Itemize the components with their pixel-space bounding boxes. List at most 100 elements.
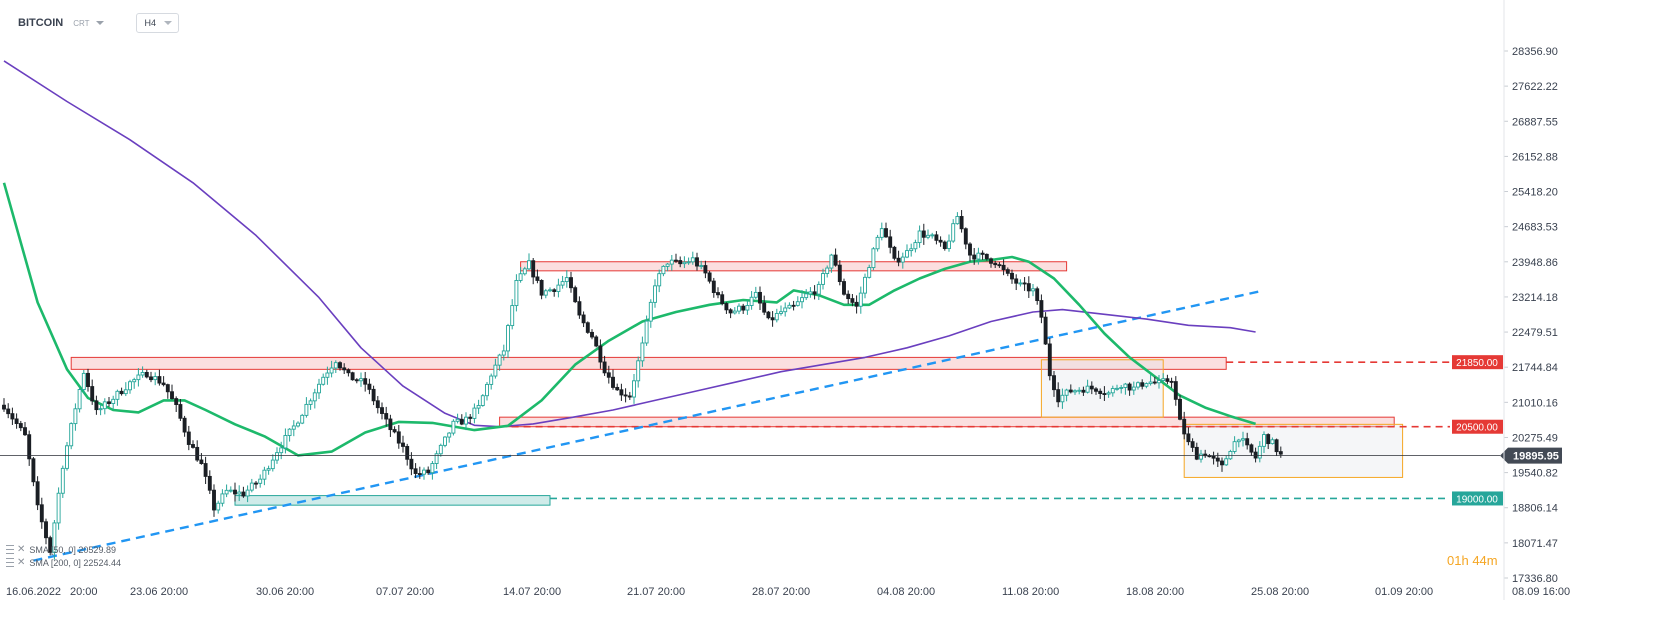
candle-body (359, 378, 363, 382)
candle-body (573, 287, 578, 303)
candle-body (955, 216, 960, 225)
candle-body (716, 292, 720, 296)
candle-body (1152, 381, 1157, 384)
chevron-down-icon (164, 21, 173, 25)
candle-body (216, 502, 221, 511)
candle-body (199, 459, 204, 465)
candle-body (279, 447, 284, 454)
candle-body (350, 372, 355, 381)
candle-body (380, 407, 384, 414)
candle-body (1169, 380, 1174, 383)
chevron-down-icon[interactable] (95, 21, 104, 25)
y-tick-label: 21010.16 (1512, 397, 1558, 409)
candle-body (1056, 389, 1061, 403)
timeframe-select[interactable]: H4 (135, 13, 180, 33)
x-tick-label: 08.09 16:00 (1512, 586, 1570, 598)
candle-body (800, 297, 804, 303)
menu-icon[interactable] (6, 545, 14, 554)
candle-body (52, 522, 57, 553)
candle-body (1035, 288, 1040, 302)
candle-body (674, 259, 678, 262)
candle-body (1039, 300, 1044, 318)
candle-body (615, 386, 620, 391)
candle-body (1089, 385, 1094, 390)
candle-body (107, 401, 111, 404)
candle-body (585, 322, 590, 333)
candle-body (1253, 451, 1258, 459)
candle-body (1165, 378, 1170, 382)
candle-body (438, 444, 443, 455)
legend-sma-50[interactable]: ✕ SMA [50, 0] 20529.89 (6, 544, 116, 555)
candle-body (102, 401, 107, 410)
candle-body (858, 292, 863, 307)
level-label-bg (1452, 355, 1503, 370)
sma-200-line (3, 60, 1256, 428)
candle-body (401, 442, 405, 447)
candle-body (317, 383, 321, 394)
candle-body (917, 230, 922, 244)
menu-icon[interactable] (6, 558, 14, 567)
candle-body (254, 482, 258, 485)
legend-sma-200[interactable]: ✕ SMA [200, 0] 22524.44 (6, 557, 121, 568)
legend-sma-50-label: SMA [50, 0] 20529.89 (29, 544, 116, 555)
candle-body (430, 463, 435, 474)
candle-body (611, 376, 615, 388)
candle-body (590, 331, 594, 338)
candle-body (602, 361, 607, 374)
candle-body (989, 258, 993, 264)
candle-body (338, 362, 342, 369)
candle-body (594, 336, 599, 347)
candle-body (980, 252, 985, 255)
candle-body (1270, 439, 1275, 445)
candle-body (1043, 316, 1048, 345)
candle-body (128, 381, 132, 391)
candle-body (699, 265, 704, 268)
candle-body (737, 305, 741, 312)
candle-body (774, 312, 779, 321)
close-icon[interactable]: ✕ (17, 544, 26, 555)
candle-body (745, 305, 750, 311)
x-tick-label: 23.06 20:00 (130, 586, 188, 598)
candle-body (69, 423, 74, 447)
candle-body (552, 289, 557, 292)
candle-body (842, 281, 846, 295)
candle-body (976, 252, 981, 260)
level-label: 19000.00 (1456, 494, 1498, 505)
candle-body (686, 261, 691, 264)
candle-body (1136, 382, 1140, 388)
timeframe-value: H4 (144, 18, 157, 28)
candle-body (947, 240, 951, 250)
close-icon[interactable]: ✕ (17, 557, 26, 568)
countdown-h-unit: h (1461, 553, 1469, 568)
candle-body (333, 362, 338, 369)
candle-body (632, 380, 636, 398)
candle-body (791, 304, 796, 307)
candle-body (808, 291, 813, 295)
candle-body (1073, 390, 1077, 393)
candle-body (968, 243, 972, 256)
candle-body (140, 371, 145, 376)
candle-body (501, 350, 506, 356)
candle-body (212, 489, 216, 511)
candle-body (564, 277, 569, 283)
candle-body (636, 360, 641, 382)
candle-body (123, 389, 128, 395)
candle-body (598, 345, 603, 363)
candle-body (720, 294, 725, 305)
candle-body (224, 489, 229, 495)
candle-body (833, 254, 838, 266)
candle-body (758, 291, 762, 304)
candle-body (934, 234, 939, 241)
candle-body (27, 434, 32, 460)
candle-body (266, 468, 271, 471)
candle-body (518, 273, 523, 281)
candle-body (1228, 450, 1233, 460)
candle-body (678, 260, 683, 265)
candle-body (111, 398, 116, 404)
y-tick-label: 21744.84 (1512, 362, 1558, 374)
candle-body (535, 276, 540, 281)
candle-body (665, 263, 670, 267)
candle-body (1199, 453, 1203, 460)
chart-type-select[interactable]: CRT (73, 18, 90, 28)
